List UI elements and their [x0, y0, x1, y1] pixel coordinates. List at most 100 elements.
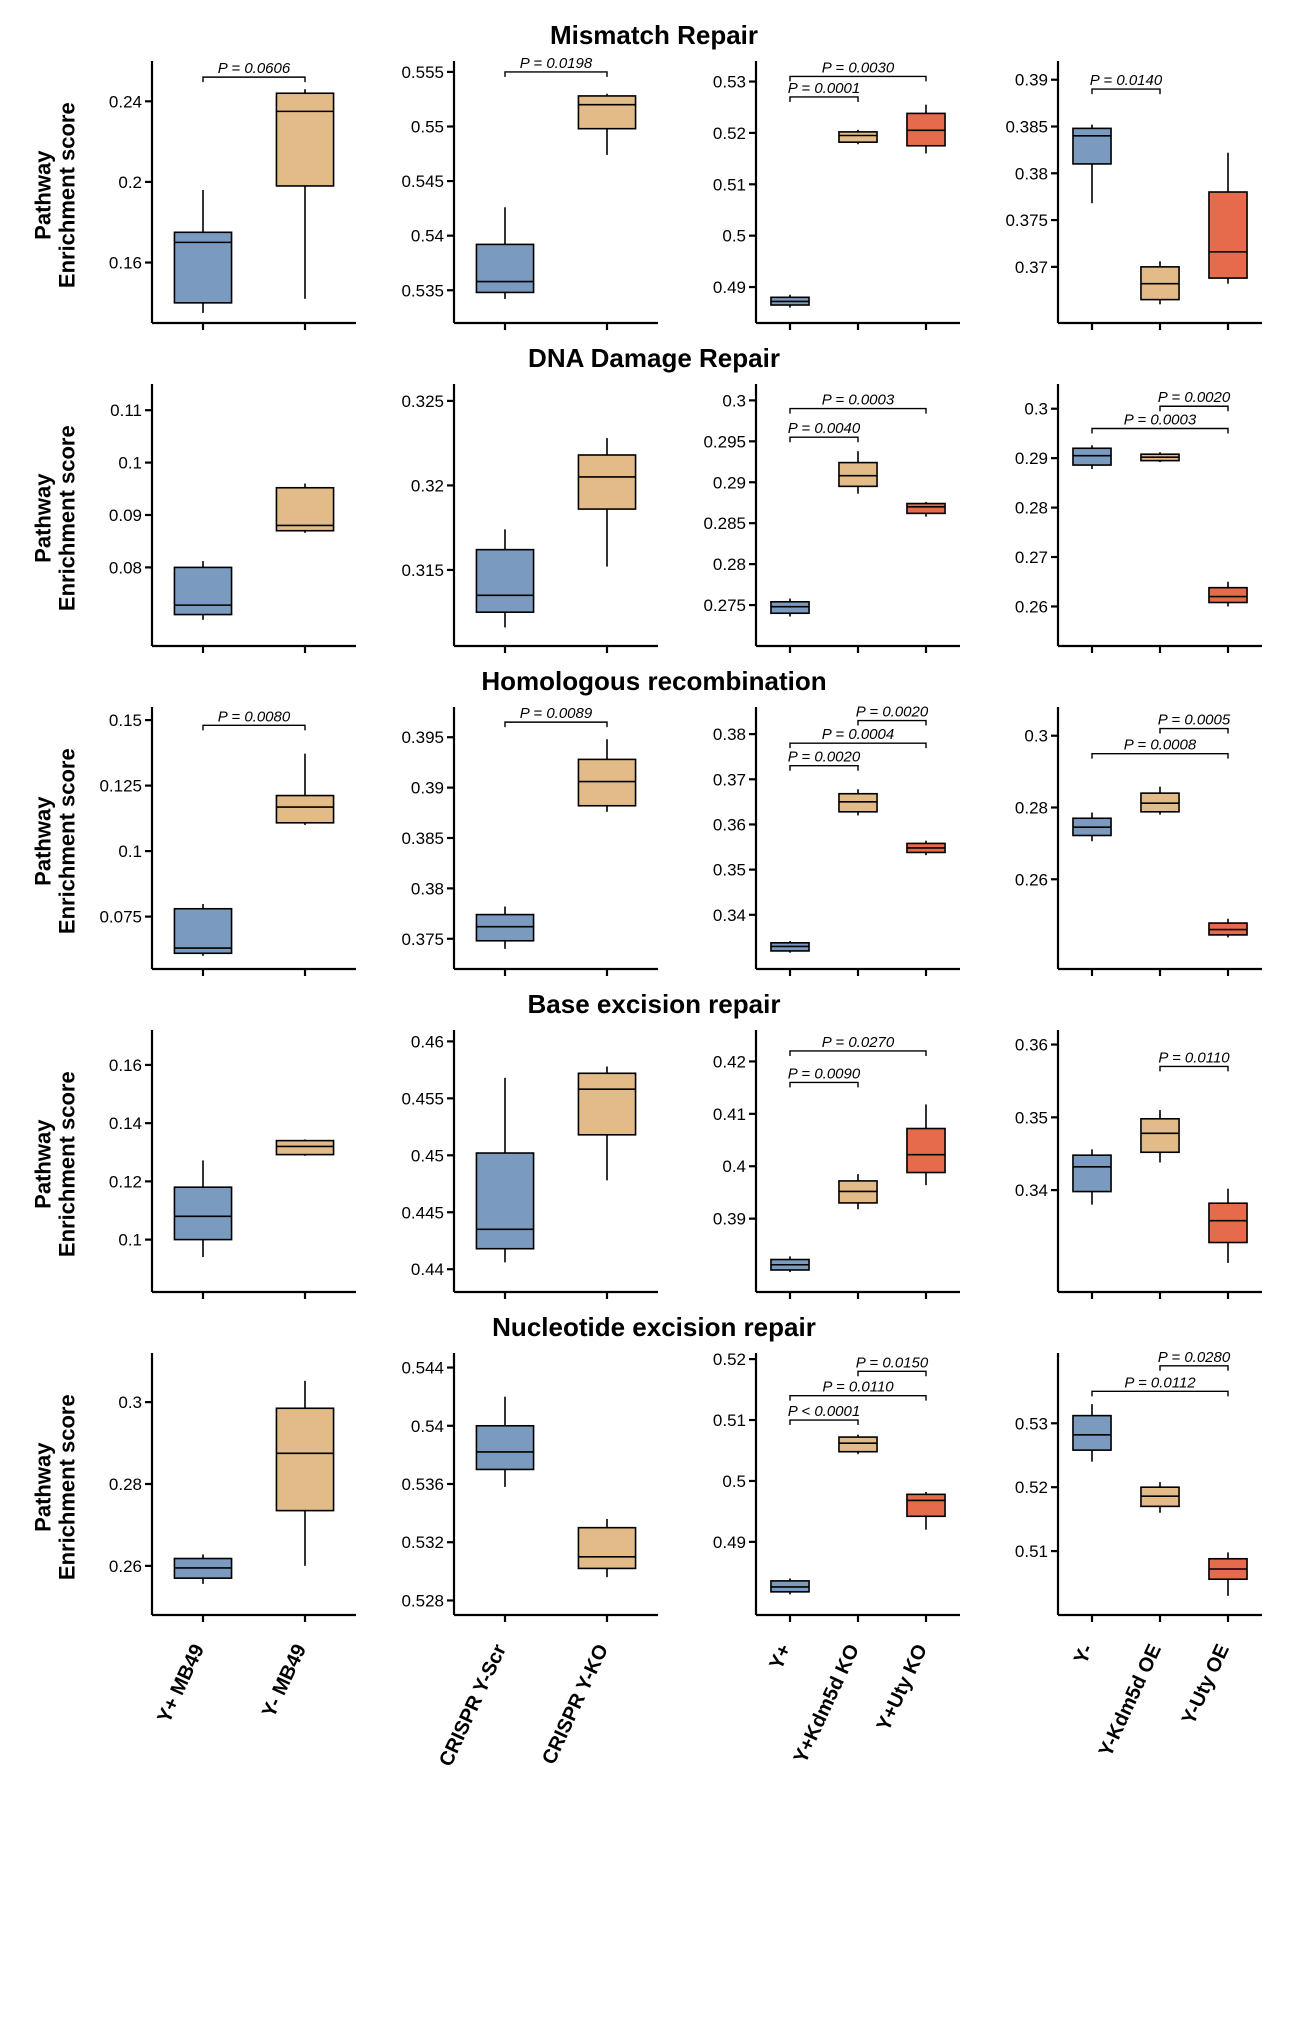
x-axis-label: CRISPR Y-Scr: [435, 1641, 512, 1770]
ytick-label: 0.5: [722, 1472, 746, 1491]
x-axis-label: Y+: [765, 1641, 796, 1673]
ytick-label: 0.45: [411, 1146, 444, 1165]
ytick-label: 0.51: [713, 175, 746, 194]
ytick-label: 0.49: [713, 278, 746, 297]
pathway-row: Base excision repairPathwayEnrichment sc…: [20, 989, 1288, 1304]
ytick-label: 0.12: [109, 1172, 142, 1191]
panel: 0.510.520.53P = 0.0112P = 0.0280: [984, 1347, 1274, 1627]
ytick-label: 0.16: [109, 254, 142, 273]
ytick-label: 0.55: [411, 118, 444, 137]
pvalue-label: P = 0.0005: [1158, 712, 1231, 729]
ytick-label: 0.28: [109, 1475, 142, 1494]
panel: 0.3750.380.3850.390.395P = 0.0089: [380, 701, 670, 981]
y-axis-label: PathwayEnrichment score: [32, 1394, 80, 1580]
ytick-label: 0.53: [713, 73, 746, 92]
pvalue-label: P = 0.0606: [218, 60, 291, 77]
ytick-label: 0.29: [1015, 449, 1048, 468]
ytick-label: 0.315: [401, 561, 444, 580]
boxplot-box: [174, 909, 231, 954]
boxplot-box: [476, 1426, 533, 1470]
ytick-label: 0.54: [411, 1417, 444, 1436]
ytick-label: 0.54: [411, 227, 444, 246]
boxplot-box: [276, 488, 333, 531]
boxplot-box: [174, 1187, 231, 1239]
y-axis-label: PathwayEnrichment score: [32, 102, 80, 288]
pvalue-label: P = 0.0280: [1158, 1349, 1231, 1366]
panel: PathwayEnrichment score0.0750.10.1250.15…: [34, 701, 368, 981]
boxplot-box: [1209, 1203, 1247, 1242]
pathway-row: Mismatch RepairPathwayEnrichment score0.…: [20, 20, 1288, 335]
ytick-label: 0.24: [109, 92, 142, 111]
ytick-label: 0.532: [401, 1533, 444, 1552]
ytick-label: 0.2: [118, 173, 142, 192]
ytick-label: 0.51: [1015, 1542, 1048, 1561]
ytick-label: 0.3: [1024, 727, 1048, 746]
ytick-label: 0.535: [401, 281, 444, 300]
boxplot-box: [476, 915, 533, 941]
ytick-label: 0.53: [1015, 1414, 1048, 1433]
boxplot-box: [907, 1494, 945, 1516]
panel: 0.340.350.360.370.38P = 0.0020P = 0.0004…: [682, 701, 972, 981]
ytick-label: 0.35: [1015, 1108, 1048, 1127]
y-axis-label: PathwayEnrichment score: [32, 425, 80, 611]
panel: 0.490.50.510.52P < 0.0001P = 0.0110P = 0…: [682, 1347, 972, 1627]
boxplot-box: [1209, 588, 1247, 603]
row-title: Base excision repair: [528, 989, 781, 1020]
ytick-label: 0.39: [411, 779, 444, 798]
boxplot-box: [1073, 448, 1111, 465]
ytick-label: 0.544: [401, 1359, 444, 1378]
ytick-label: 0.3: [118, 1393, 142, 1412]
ytick-label: 0.29: [713, 473, 746, 492]
ytick-label: 0.28: [713, 555, 746, 574]
panel: 0.390.40.410.42P = 0.0090P = 0.0270: [682, 1024, 972, 1304]
pvalue-label: P = 0.0112: [1124, 1374, 1196, 1391]
x-axis-label: Y-Kdm5d OE: [1095, 1641, 1167, 1761]
ytick-label: 0.1: [118, 1231, 142, 1250]
boxplot-box: [1141, 1119, 1179, 1152]
ytick-label: 0.34: [713, 906, 746, 925]
boxplot-box: [276, 93, 333, 186]
boxplot-box: [276, 796, 333, 823]
pvalue-label: P = 0.0090: [788, 1065, 861, 1082]
row-title: Nucleotide excision repair: [492, 1312, 816, 1343]
pvalue-label: P = 0.0020: [1158, 389, 1231, 406]
y-axis-label: PathwayEnrichment score: [32, 748, 80, 934]
boxplot-box: [174, 567, 231, 614]
pathway-row: Homologous recombinationPathwayEnrichmen…: [20, 666, 1288, 981]
boxplot-box: [276, 1408, 333, 1510]
ytick-label: 0.5: [722, 227, 746, 246]
panel: 0.3150.320.325: [380, 378, 670, 658]
ytick-label: 0.375: [1005, 211, 1048, 230]
ytick-label: 0.528: [401, 1591, 444, 1610]
pvalue-label: P = 0.0150: [856, 1354, 929, 1371]
x-axis-label: Y-Uty OE: [1178, 1641, 1235, 1728]
boxplot-box: [578, 96, 635, 129]
pvalue-label: P = 0.0004: [822, 726, 894, 743]
pvalue-label: P = 0.0140: [1090, 72, 1163, 89]
boxplot-box: [276, 1141, 333, 1155]
panel: PathwayEnrichment score0.260.280.3: [34, 1347, 368, 1627]
ytick-label: 0.075: [99, 908, 142, 927]
panel: 0.5280.5320.5360.540.544: [380, 1347, 670, 1627]
ytick-label: 0.385: [1005, 118, 1048, 137]
ytick-label: 0.445: [401, 1203, 444, 1222]
ytick-label: 0.37: [1015, 258, 1048, 277]
pathway-row: Nucleotide excision repair PathwayEnrichm…: [20, 1312, 1288, 1627]
panel: 0.5350.540.5450.550.555P = 0.0198: [380, 55, 670, 335]
ytick-label: 0.27: [1015, 548, 1048, 567]
ytick-label: 0.41: [713, 1105, 746, 1124]
panel: 0.2750.280.2850.290.2950.3P = 0.0040P = …: [682, 378, 972, 658]
x-axis-label: Y- MB49: [258, 1641, 312, 1721]
pvalue-label: P = 0.0110: [822, 1379, 894, 1396]
ytick-label: 0.28: [1015, 798, 1048, 817]
panel: 0.260.270.280.290.3P = 0.0003P = 0.0020: [984, 378, 1274, 658]
ytick-label: 0.325: [401, 392, 444, 411]
ytick-label: 0.28: [1015, 499, 1048, 518]
panel: 0.440.4450.450.4550.46: [380, 1024, 670, 1304]
x-axis-label: Y+ MB49: [154, 1641, 210, 1727]
pvalue-label: P = 0.0040: [788, 420, 861, 437]
row-title: DNA Damage Repair: [528, 343, 780, 374]
pvalue-label: P = 0.0008: [1124, 737, 1197, 754]
pvalue-label: P = 0.0089: [520, 705, 593, 722]
x-axis-label: Y-: [1070, 1641, 1099, 1668]
